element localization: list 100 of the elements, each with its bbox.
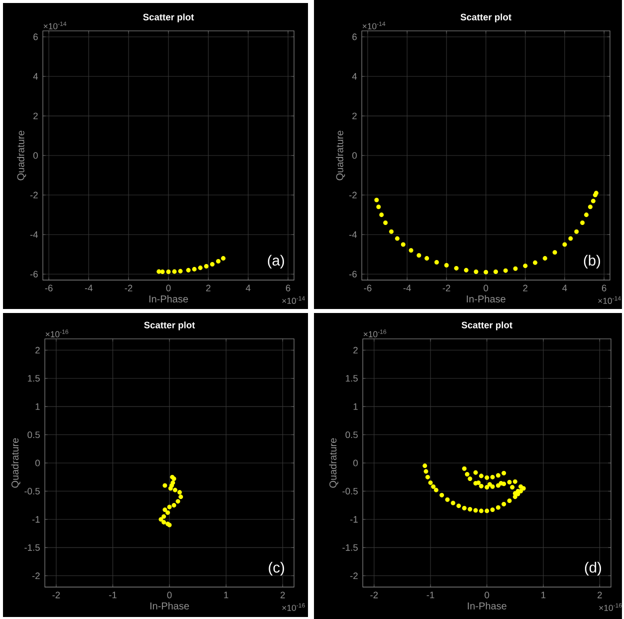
y-tick-label: -1: [350, 516, 358, 523]
point: [186, 268, 191, 272]
point: [166, 270, 171, 274]
point: [162, 514, 166, 519]
point: [484, 508, 490, 514]
text: ×10$^{-14}$: [362, 22, 386, 30]
point: [464, 472, 470, 477]
point: [395, 236, 400, 241]
x-axis-title: In-Phase: [150, 602, 189, 610]
y-tick-label: 0.5: [346, 432, 358, 438]
point: [552, 250, 558, 255]
x-tick-label: -2: [52, 592, 60, 598]
annotation: (b): [584, 254, 600, 269]
y-axis-title: Quadrature: [336, 130, 346, 180]
point: [518, 484, 523, 489]
point: [473, 508, 478, 513]
point: [484, 475, 490, 480]
y-tick-label: -2: [350, 572, 358, 580]
y-tick-label: 2: [35, 346, 40, 354]
point: [178, 268, 183, 274]
point: [376, 204, 381, 210]
y-tick-label: 2: [352, 112, 357, 120]
point: [487, 482, 492, 487]
point: [160, 270, 165, 274]
point: [502, 470, 506, 476]
point: [464, 268, 468, 272]
point: [422, 464, 428, 468]
y-tick-label: -6: [349, 270, 357, 278]
y-tick-label: 2: [33, 112, 38, 120]
point: [507, 498, 512, 504]
x-tick-label: -2: [370, 592, 378, 598]
x-axis-title: In-Phase: [149, 295, 188, 303]
x-tick-label: 2: [523, 284, 528, 292]
point: [221, 256, 226, 261]
point: [383, 220, 388, 225]
point: [474, 270, 478, 274]
point: [580, 220, 585, 225]
point: [574, 229, 579, 234]
text: ×10$^{-14}$: [282, 296, 305, 304]
point: [431, 484, 436, 489]
point: [444, 262, 449, 268]
point: [496, 505, 500, 510]
point: [178, 494, 184, 500]
point: [162, 508, 168, 512]
point: [468, 476, 472, 482]
x-tick-label: 6: [602, 284, 606, 292]
point: [434, 260, 439, 265]
x-tick-label: -1: [426, 592, 434, 598]
point: [454, 266, 459, 270]
point: [490, 508, 495, 512]
point: [462, 506, 467, 510]
point: [542, 256, 548, 261]
annotation: (d): [584, 562, 602, 576]
x-tick-label: 1: [541, 592, 546, 598]
y-tick-label: 6: [352, 34, 357, 40]
y-tick-label: 1.5: [28, 375, 40, 382]
point: [379, 212, 384, 218]
point: [400, 242, 406, 247]
point: [374, 198, 379, 202]
point: [162, 520, 166, 524]
y-tick-label: -0.5: [24, 488, 40, 494]
point: [496, 473, 500, 478]
y-axis-title: Quadrature: [11, 438, 20, 488]
point: [425, 474, 430, 480]
point: [428, 480, 433, 485]
y-tick-label: -2: [349, 192, 357, 198]
point: [450, 500, 456, 506]
y-tick-label: 0.5: [28, 432, 40, 438]
point: [478, 484, 484, 488]
y-tick-label: 0: [33, 152, 38, 159]
point: [389, 229, 394, 234]
point: [473, 470, 478, 475]
y-tick-label: -0.5: [342, 488, 358, 494]
x-axis-title: In-Phase: [468, 602, 506, 610]
x-tick-label: 0: [484, 592, 490, 598]
point: [493, 270, 498, 274]
text: ×10$^{-16}$: [46, 330, 68, 338]
point: [484, 270, 488, 274]
x-tick-label: -6: [45, 284, 53, 292]
chart-title: Scatter plot: [143, 14, 194, 22]
y-tick-label: -4: [349, 231, 357, 238]
x-tick-label: 0: [166, 284, 171, 292]
point: [216, 259, 221, 264]
y-tick-label: -2: [32, 572, 40, 580]
point: [167, 504, 172, 510]
point: [198, 266, 203, 270]
text: ×10$^{-14}$: [44, 22, 66, 30]
point: [162, 483, 168, 488]
text: ×10$^{-16}$: [364, 330, 386, 338]
point: [462, 466, 467, 471]
point: [562, 242, 567, 247]
text: ×10$^{-14}$: [598, 296, 621, 304]
y-tick-label: 0: [353, 460, 358, 466]
point: [192, 266, 197, 272]
x-tick-label: -4: [84, 284, 93, 292]
point: [502, 502, 506, 506]
point: [532, 260, 538, 265]
point: [496, 483, 500, 488]
point: [456, 504, 461, 508]
y-tick-label: 0: [35, 460, 40, 466]
